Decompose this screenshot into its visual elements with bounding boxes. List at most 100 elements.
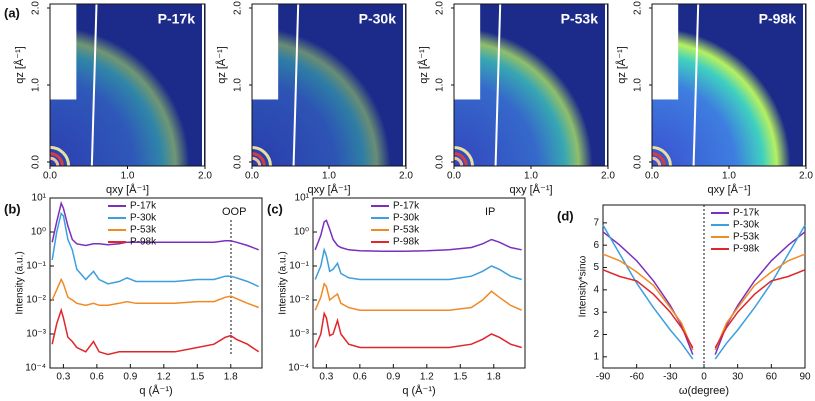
legend-label: P-30k	[130, 213, 157, 224]
x-tick-label: 1.8	[487, 372, 501, 383]
y-tick-label: 10¹	[295, 193, 310, 204]
series-line	[314, 219, 522, 253]
series-line	[602, 231, 806, 355]
x-tick-label: 0.0	[43, 171, 57, 182]
x-tick-label: 90	[799, 372, 811, 383]
x-tick-label: 1.5	[453, 372, 467, 383]
x-axis-label: q (Å⁻¹)	[139, 384, 172, 397]
x-tick-label: 0.6	[353, 372, 367, 383]
x-tick-label: 1.8	[224, 372, 238, 383]
x-tick-label: 0.9	[123, 372, 137, 383]
detector-gap	[692, 3, 700, 167]
x-tick-label: -60	[629, 372, 644, 383]
y-tick-label: 7	[593, 218, 599, 229]
low-q-ring	[49, 156, 60, 167]
legend-label: P-17k	[733, 208, 760, 219]
y-tick-label: 3	[593, 307, 599, 318]
y-tick-label: 10⁻³	[289, 329, 309, 340]
y-axis-label: Intensity*sinω	[578, 255, 589, 317]
x-tick-label: 0.0	[645, 171, 659, 182]
low-q-ring	[453, 156, 464, 167]
y-axis-label: Intensity (a.u.)	[15, 251, 26, 314]
x-tick-label: 2.0	[399, 171, 413, 182]
x-tick-label: 30	[732, 372, 744, 383]
y-tick-label: 0.0	[233, 155, 244, 169]
x-tick-label: 1.0	[524, 171, 538, 182]
y-tick-label: 1.0	[633, 78, 644, 92]
legend-label: P-53k	[393, 225, 420, 236]
detector-gap	[292, 3, 300, 167]
y-axis-label: qz [Å⁻¹]	[13, 46, 26, 84]
x-tick-label: 0.6	[90, 372, 104, 383]
series-line	[51, 307, 260, 356]
scattering-ring	[252, 27, 391, 167]
low-q-ring	[49, 152, 64, 167]
series-line	[314, 247, 522, 281]
annotation: OOP	[222, 206, 246, 218]
y-tick-label: 1	[593, 351, 599, 362]
missing-wedge	[454, 4, 481, 100]
low-q-ring	[251, 152, 266, 167]
sample-label: P-53k	[561, 11, 599, 27]
y-tick-label: 10⁻²	[289, 295, 309, 306]
x-tick-label: 1.0	[722, 171, 736, 182]
series-line	[602, 269, 806, 349]
missing-wedge	[50, 4, 77, 100]
x-tick-label: 0.0	[447, 171, 461, 182]
y-tick-label: 2.0	[435, 1, 446, 15]
panel-label: (c)	[267, 201, 283, 216]
legend-label: P-98k	[130, 237, 157, 248]
legend-label: P-98k	[393, 237, 420, 248]
scattering-ring	[454, 27, 593, 167]
x-axis-label: qxy [Å⁻¹]	[307, 183, 350, 196]
x-tick-label: 1.0	[121, 171, 135, 182]
y-tick-label: 1.0	[435, 78, 446, 92]
y-tick-label: 2.0	[31, 1, 42, 15]
y-tick-label: 10¹	[32, 193, 47, 204]
series-line	[51, 200, 259, 251]
x-tick-label: 2.0	[601, 171, 615, 182]
low-q-ring	[453, 152, 468, 167]
low-q-ring	[251, 146, 272, 167]
y-tick-label: 2	[593, 329, 599, 340]
low-q-ring	[651, 152, 666, 167]
legend-label: P-17k	[130, 201, 157, 212]
y-tick-label: 10⁰	[294, 227, 309, 238]
x-axis-label: qxy [Å⁻¹]	[707, 183, 750, 196]
x-tick-label: 60	[766, 372, 778, 383]
x-tick-label: 1.0	[322, 171, 336, 182]
x-tick-label: 1.5	[190, 372, 204, 383]
low-q-ring	[453, 146, 474, 167]
x-tick-label: 2.0	[799, 171, 813, 182]
y-tick-label: 6	[593, 240, 599, 251]
y-tick-label: 10⁻¹	[289, 261, 309, 272]
x-tick-label: 2.0	[198, 171, 212, 182]
missing-wedge	[652, 4, 679, 100]
x-axis-label: qxy [Å⁻¹]	[106, 183, 149, 196]
y-axis-label: qz [Å⁻¹]	[615, 46, 628, 84]
y-axis-label: Intensity (a.u.)	[278, 251, 289, 314]
sample-label: P-17k	[158, 11, 196, 27]
panel-label: (a)	[4, 5, 20, 20]
missing-wedge	[252, 4, 279, 100]
series-line	[602, 253, 806, 351]
plot-frame	[312, 197, 526, 369]
y-tick-label: 0.0	[435, 155, 446, 169]
x-axis-label: q (Å⁻¹)	[402, 384, 435, 397]
y-tick-label: 2.0	[233, 1, 244, 15]
scattering-ring	[50, 26, 190, 166]
y-axis-label: qz [Å⁻¹]	[417, 46, 430, 84]
y-tick-label: 1.0	[31, 78, 42, 92]
y-tick-label: 0.0	[31, 155, 42, 169]
x-tick-label: -30	[663, 372, 678, 383]
legend-label: P-53k	[733, 232, 760, 243]
y-tick-label: 10⁰	[31, 227, 46, 238]
x-axis-label: qxy [Å⁻¹]	[509, 183, 552, 196]
series-line	[602, 224, 806, 360]
low-q-ring	[651, 146, 672, 167]
x-tick-label: -90	[596, 372, 611, 383]
x-tick-label: 0.3	[319, 372, 333, 383]
y-tick-label: 0.0	[633, 155, 644, 169]
x-tick-label: 0.0	[245, 171, 259, 182]
